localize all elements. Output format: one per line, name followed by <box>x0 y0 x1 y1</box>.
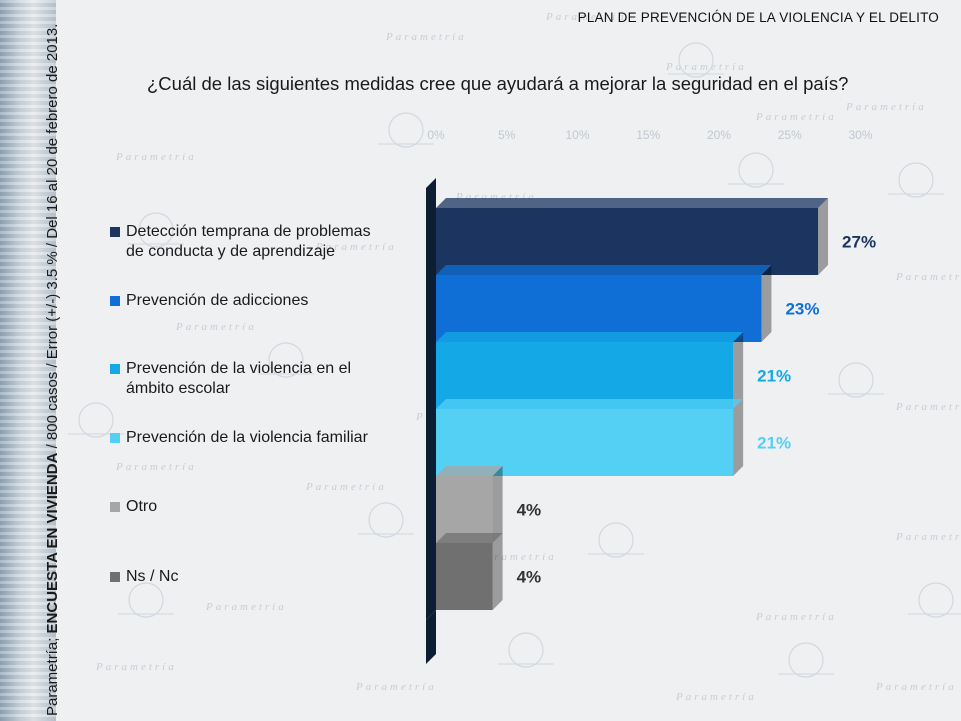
legend-item: Prevención de la violencia en el ámbito e… <box>110 359 410 399</box>
watermark-text: Parametría <box>895 531 961 543</box>
bar <box>436 208 819 275</box>
watermark-text: Parametría <box>675 691 757 703</box>
watermark-text: Parametría <box>665 61 747 73</box>
bar <box>436 543 493 610</box>
legend-label-line: Prevención de la violencia en el <box>126 360 352 377</box>
data-label: 23% <box>785 300 819 319</box>
bar-top-face <box>436 399 744 409</box>
bar-side-face <box>733 332 744 409</box>
watermark-text: Parametría <box>545 11 627 23</box>
axis-tick-label: 5% <box>498 128 516 142</box>
watermark-circle <box>268 342 304 378</box>
watermark-text: Parametría <box>355 681 437 693</box>
axis-tick-label: 15% <box>636 128 660 142</box>
watermark-circle <box>918 582 954 618</box>
watermark-text: Parametría <box>755 111 837 123</box>
watermark-circle <box>738 152 774 188</box>
watermark-text: Parametría <box>385 31 467 43</box>
legend-label: Prevención de la violencia familiar <box>126 428 368 448</box>
axis-tick-label: 30% <box>848 128 872 142</box>
data-label: 21% <box>757 367 791 386</box>
bar-top-face <box>436 466 503 476</box>
legend-item: Detección temprana de problemas de conduc… <box>110 222 410 262</box>
watermark-circle <box>138 212 174 248</box>
legend-swatch <box>110 364 120 374</box>
legend-item: Ns / Nc <box>110 567 410 587</box>
legend-swatch <box>110 502 120 512</box>
legend-label: Otro <box>126 497 157 517</box>
bar <box>436 476 493 543</box>
page-header-title: PLAN DE PREVENCIÓN DE LA VIOLENCIA Y EL … <box>577 10 939 25</box>
legend-label-line: ámbito escolar <box>126 380 231 397</box>
legend-label: Prevención de adicciones <box>126 291 308 311</box>
bar <box>436 275 762 342</box>
data-label: 21% <box>757 434 791 453</box>
legend-label-line: de conducta y de aprendizaje <box>126 243 336 260</box>
bar-side-face <box>492 533 503 610</box>
watermark-text: Parametría <box>175 321 257 333</box>
chart-title: ¿Cuál de las siguientes medidas cree que… <box>147 73 849 94</box>
data-label: 4% <box>517 501 542 520</box>
legend-label: Detección temprana de problemas de conduc… <box>126 222 371 262</box>
axis-tick-label: 10% <box>565 128 589 142</box>
side-decorative-strip <box>0 0 56 721</box>
bar-side-face <box>761 265 772 342</box>
watermark-text: Parametría <box>205 601 287 613</box>
watermark-text: Parametría <box>475 551 557 563</box>
legend-item: Prevención de la violencia familiar <box>110 428 410 448</box>
data-label: 27% <box>842 233 876 252</box>
watermark-circle <box>508 632 544 668</box>
legend-item: Otro <box>110 497 410 517</box>
bar <box>436 342 734 409</box>
legend-label: Ns / Nc <box>126 567 178 587</box>
legend-swatch <box>110 296 120 306</box>
axis-tick-label: 0% <box>427 128 445 142</box>
legend-label-line: Prevención de adicciones <box>126 292 309 309</box>
watermark-circle <box>128 582 164 618</box>
axis-tick-label: 25% <box>778 128 802 142</box>
bar-top-face <box>436 198 829 208</box>
watermark-text: Parametría <box>305 481 387 493</box>
bar <box>436 409 734 476</box>
watermark-text: Parametría <box>115 151 197 163</box>
legend-label: Prevención de la violencia en el ámbito e… <box>126 359 351 399</box>
legend-swatch <box>110 572 120 582</box>
watermark-circle <box>388 112 424 148</box>
legend-label-line: Prevención de la violencia familiar <box>126 429 368 446</box>
watermark-text: Parametría <box>875 681 957 693</box>
data-label: 4% <box>517 568 542 587</box>
chart-axis-base <box>426 610 436 664</box>
legend-label-line: Otro <box>126 498 158 515</box>
bar-side-face <box>818 198 829 275</box>
axis-tick-label: 20% <box>707 128 731 142</box>
legend-swatch <box>110 433 120 443</box>
watermark-circle <box>368 502 404 538</box>
legend-swatch <box>110 227 120 237</box>
bar-side-face <box>733 399 744 476</box>
watermark-circle <box>598 522 634 558</box>
watermark-text: Parametría <box>95 661 177 673</box>
watermark-circle <box>788 642 824 678</box>
watermark-text: Parametría <box>895 271 961 283</box>
legend-label-line: Ns / Nc <box>126 568 179 585</box>
bar-side-face <box>492 466 503 543</box>
legend-label-line: Detección temprana de problemas <box>126 223 371 240</box>
watermark-circle <box>838 362 874 398</box>
watermark-text: Parametría <box>755 611 837 623</box>
bar-top-face <box>436 533 503 543</box>
watermark-circle <box>898 162 934 198</box>
bar-top-face <box>436 332 744 342</box>
bar-top-face <box>436 265 772 275</box>
watermark-circle <box>78 402 114 438</box>
watermark-text: Parametría <box>115 461 197 473</box>
watermark-circle <box>678 42 714 78</box>
watermark-text: Parametría <box>845 101 927 113</box>
chart-axis-wall <box>426 178 436 620</box>
watermark-text: Parametría <box>255 81 337 93</box>
watermark-text: Parametría <box>315 241 397 253</box>
watermark-text: Parametría <box>895 401 961 413</box>
legend-item: Prevención de adicciones <box>110 291 410 311</box>
